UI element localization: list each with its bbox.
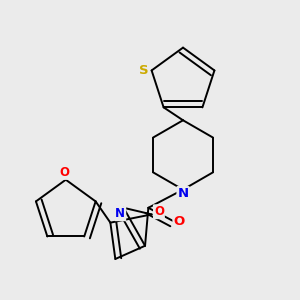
Text: S: S	[139, 64, 148, 77]
Text: N: N	[178, 187, 189, 200]
Text: O: O	[59, 166, 69, 179]
Text: N: N	[115, 207, 125, 220]
Text: O: O	[154, 205, 164, 218]
Text: O: O	[173, 214, 185, 227]
